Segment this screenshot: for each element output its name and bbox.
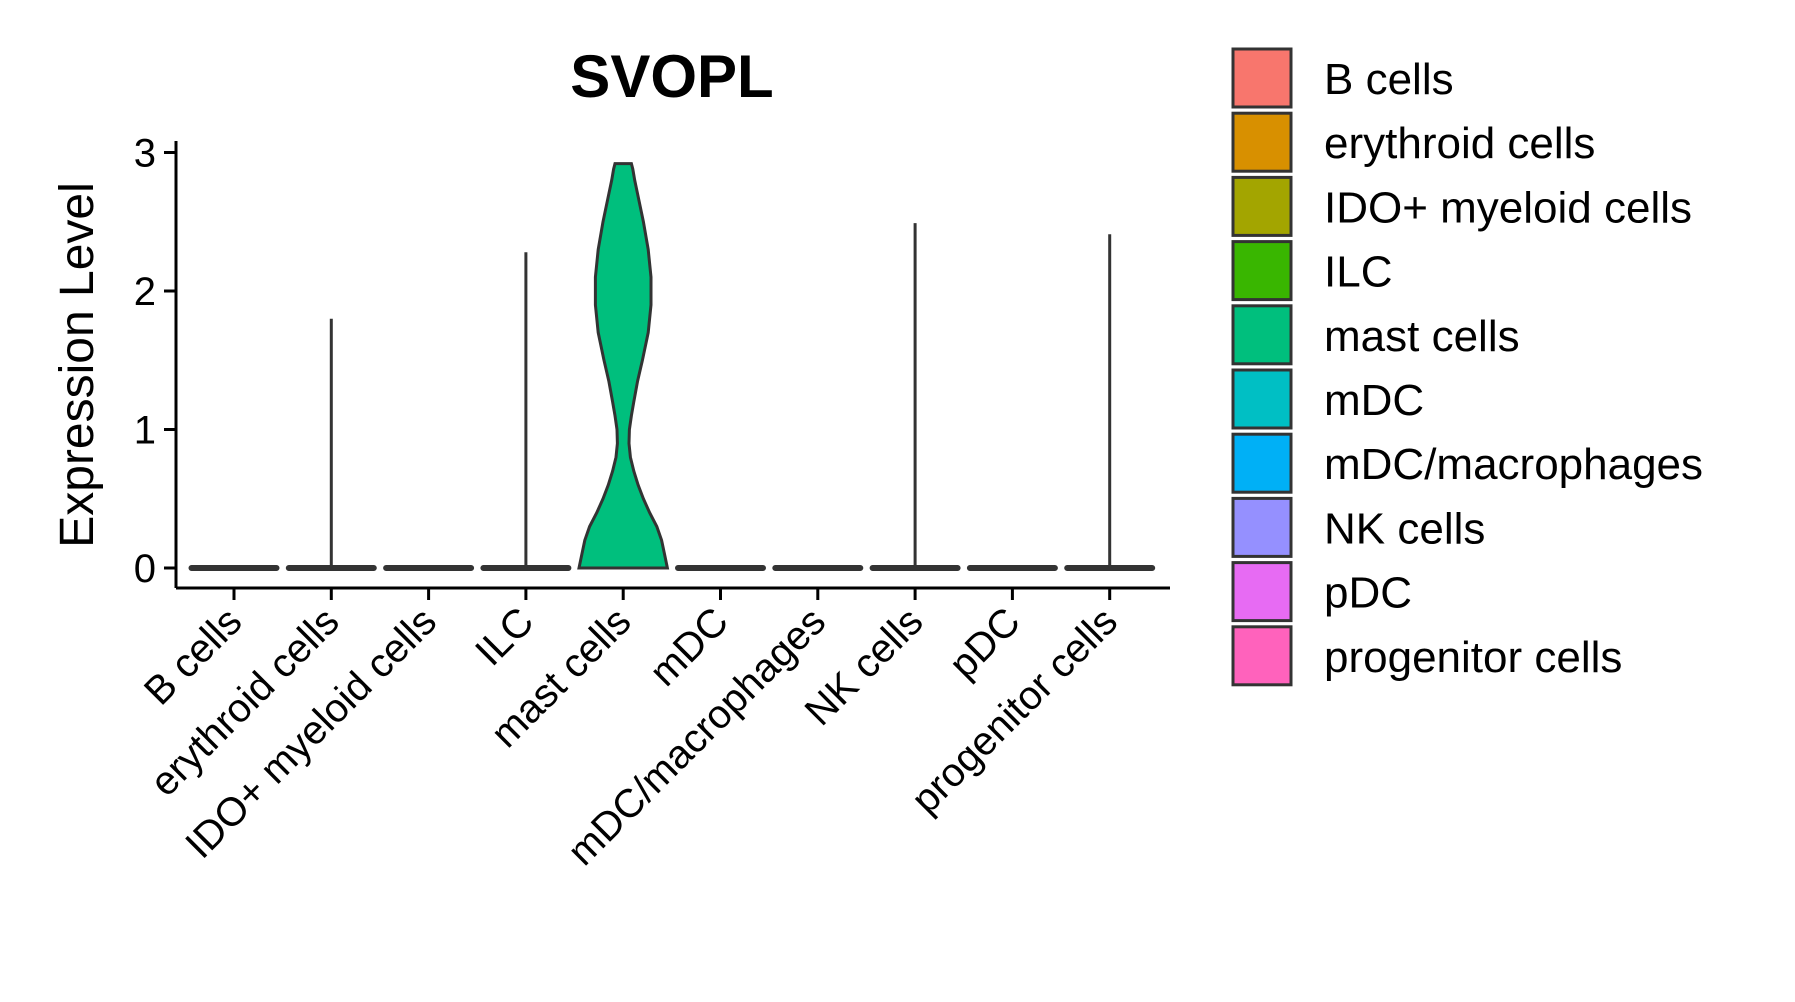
legend-key-nk-cells bbox=[1231, 496, 1293, 558]
violin-mast-cells bbox=[577, 162, 670, 570]
legend-key-mast-cells bbox=[1231, 304, 1293, 366]
legend-label-nk-cells: NK cells bbox=[1324, 504, 1485, 553]
violin-b-cells bbox=[188, 565, 280, 571]
legend-key-progenitor-cells bbox=[1231, 625, 1293, 687]
legend-label-mast-cells: mast cells bbox=[1324, 312, 1520, 361]
legend-key-ido-myeloid-cells bbox=[1231, 175, 1293, 237]
legend-label-ido-myeloid-cells: IDO+ myeloid cells bbox=[1324, 183, 1692, 232]
legend-label-ilc: ILC bbox=[1324, 248, 1392, 297]
violin-mdc-macrophages bbox=[772, 565, 864, 571]
y-tick-label-3: 3 bbox=[134, 132, 156, 176]
legend-key-mdc-macrophages bbox=[1231, 432, 1293, 494]
legend-label-progenitor-cells: progenitor cells bbox=[1324, 633, 1622, 682]
legend-label-pdc: pDC bbox=[1324, 569, 1412, 618]
legend-key-mdc bbox=[1231, 368, 1293, 430]
violin-mdc bbox=[675, 565, 766, 571]
legend: B cells erythroid cells IDO+ myeloid cells… bbox=[1231, 47, 1703, 687]
legend-key-ilc bbox=[1231, 240, 1293, 302]
y-tick-label-2: 2 bbox=[134, 270, 156, 314]
x-tick-label-pdc: pDC bbox=[941, 599, 1029, 687]
y-tick-label-0: 0 bbox=[134, 547, 156, 591]
legend-key-b-cells bbox=[1231, 47, 1293, 109]
legend-key-erythroid-cells bbox=[1231, 111, 1293, 173]
x-tick-label-ilc: ILC bbox=[467, 599, 542, 674]
violin-ido-myeloid-cells bbox=[383, 565, 475, 571]
violin-layer bbox=[188, 162, 1156, 571]
axes: 0 1 2 3 bbox=[134, 132, 1170, 600]
legend-key-pdc bbox=[1231, 561, 1293, 623]
legend-label-erythroid-cells: erythroid cells bbox=[1324, 119, 1595, 168]
chart-title: SVOPL bbox=[570, 43, 773, 110]
legend-label-mdc: mDC bbox=[1324, 376, 1424, 425]
legend-label-b-cells: B cells bbox=[1324, 55, 1454, 104]
legend-label-mdc-macrophages: mDC/macrophages bbox=[1324, 440, 1703, 489]
y-axis-title: Expression Level bbox=[51, 182, 104, 548]
violin-pdc bbox=[966, 565, 1058, 571]
y-tick-label-1: 1 bbox=[134, 409, 156, 453]
